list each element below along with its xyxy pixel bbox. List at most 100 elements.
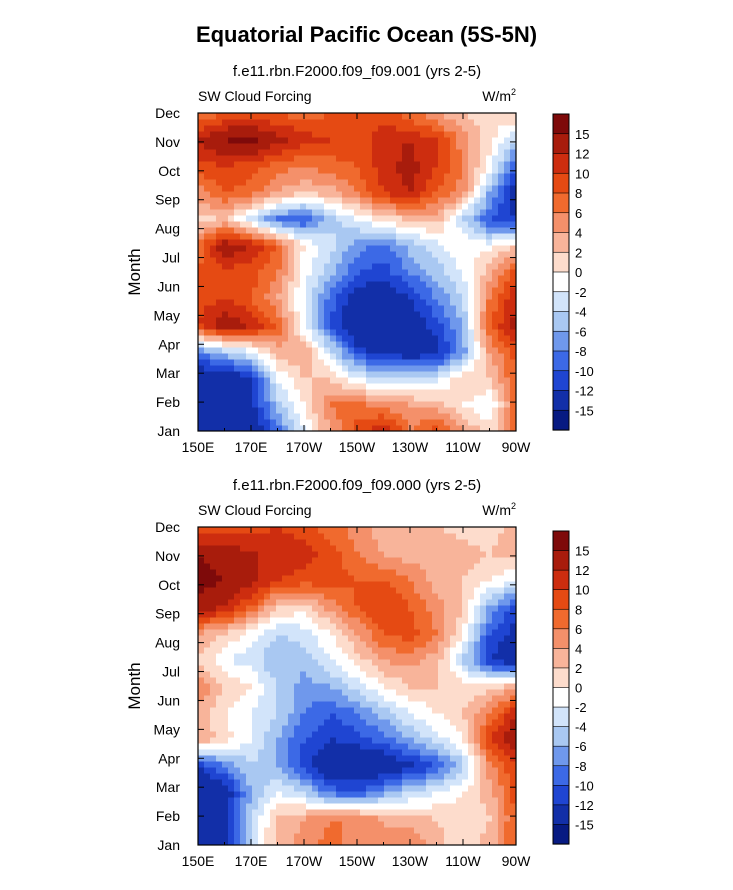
heatmap-cell	[276, 161, 283, 168]
heatmap-cell	[396, 179, 403, 186]
heatmap-cell	[462, 341, 469, 348]
heatmap-cell	[480, 341, 487, 348]
heatmap-cell	[216, 611, 223, 618]
heatmap-cell	[222, 227, 229, 234]
heatmap-cell	[258, 215, 265, 222]
heatmap-cell	[312, 161, 319, 168]
heatmap-cell	[270, 665, 277, 672]
heatmap-cell	[390, 113, 397, 120]
heatmap-cell	[282, 719, 289, 726]
heatmap-cell	[492, 149, 499, 156]
heatmap-cell	[486, 815, 493, 822]
heatmap-cell	[198, 785, 205, 792]
heatmap-cell	[294, 737, 301, 744]
heatmap-cell	[384, 227, 391, 234]
heatmap-cell	[216, 137, 223, 144]
heatmap-cell	[414, 821, 421, 828]
heatmap-cell	[456, 761, 463, 768]
heatmap-cell	[408, 785, 415, 792]
heatmap-cell	[420, 425, 427, 432]
heatmap-cell	[210, 767, 217, 774]
heatmap-cell	[294, 143, 301, 150]
heatmap-cell	[480, 395, 487, 402]
heatmap-cell	[342, 359, 349, 366]
heatmap-cell	[276, 305, 283, 312]
heatmap-cell	[414, 833, 421, 840]
heatmap-cell	[246, 713, 253, 720]
heatmap-cell	[240, 173, 247, 180]
heatmap-cell	[378, 215, 385, 222]
heatmap-cell	[246, 653, 253, 660]
heatmap-cell	[432, 221, 439, 228]
heatmap-cell	[252, 173, 259, 180]
heatmap-cell	[414, 179, 421, 186]
heatmap-cell	[408, 773, 415, 780]
heatmap-cell	[294, 713, 301, 720]
heatmap-cell	[426, 653, 433, 660]
heatmap-cell	[324, 113, 331, 120]
heatmap-cell	[486, 623, 493, 630]
heatmap-cell	[432, 353, 439, 360]
heatmap-cell	[306, 407, 313, 414]
heatmap-cell	[438, 167, 445, 174]
heatmap-cell	[318, 335, 325, 342]
heatmap-cell	[510, 131, 517, 138]
heatmap-cell	[246, 737, 253, 744]
heatmap-cell	[468, 347, 475, 354]
heatmap-cell	[306, 317, 313, 324]
heatmap-cell	[354, 347, 361, 354]
heatmap-cell	[258, 167, 265, 174]
heatmap-cell	[480, 383, 487, 390]
heatmap-cell	[348, 761, 355, 768]
colorbar-box	[552, 350, 570, 372]
heatmap-cell	[396, 629, 403, 636]
heatmap-cell	[366, 383, 373, 390]
heatmap-cell	[432, 791, 439, 798]
heatmap-cell	[198, 293, 205, 300]
heatmap-cell	[438, 185, 445, 192]
heatmap-cell	[498, 293, 505, 300]
heatmap-cell	[474, 347, 481, 354]
heatmap-cell	[222, 317, 229, 324]
heatmap-cell	[282, 833, 289, 840]
heatmap-cell	[354, 179, 361, 186]
heatmap-cell	[300, 377, 307, 384]
heatmap-cell	[384, 725, 391, 732]
heatmap-cell	[258, 641, 265, 648]
heatmap-cell	[270, 299, 277, 306]
heatmap-cell	[342, 149, 349, 156]
heatmap-cell	[450, 683, 457, 690]
heatmap-cell	[318, 347, 325, 354]
heatmap-cell	[378, 317, 385, 324]
heatmap-cell	[426, 611, 433, 618]
heatmap-cell	[474, 233, 481, 240]
heatmap-cell	[300, 299, 307, 306]
heatmap-cell	[252, 671, 259, 678]
heatmap-cell	[408, 335, 415, 342]
heatmap-cell	[456, 167, 463, 174]
heatmap-cell	[222, 113, 229, 120]
heatmap-cell	[240, 641, 247, 648]
heatmap-cell	[276, 299, 283, 306]
heatmap-cell	[480, 683, 487, 690]
heatmap-cell	[312, 353, 319, 360]
heatmap-cell	[390, 329, 397, 336]
heatmap-cell	[486, 143, 493, 150]
heatmap-cell	[378, 155, 385, 162]
heatmap-cell	[288, 185, 295, 192]
heatmap-cell	[210, 347, 217, 354]
heatmap-cell	[480, 701, 487, 708]
heatmap-cell	[450, 233, 457, 240]
heatmap-cell	[288, 791, 295, 798]
heatmap-cell	[234, 389, 241, 396]
heatmap-cell	[414, 203, 421, 210]
heatmap-cell	[210, 269, 217, 276]
y-tick-label: Apr	[158, 336, 180, 352]
heatmap-cell	[246, 335, 253, 342]
heatmap-cell	[360, 407, 367, 414]
heatmap-cell	[390, 293, 397, 300]
heatmap-cell	[432, 365, 439, 372]
heatmap-cell	[294, 395, 301, 402]
heatmap-cell	[492, 305, 499, 312]
heatmap-cell	[300, 179, 307, 186]
